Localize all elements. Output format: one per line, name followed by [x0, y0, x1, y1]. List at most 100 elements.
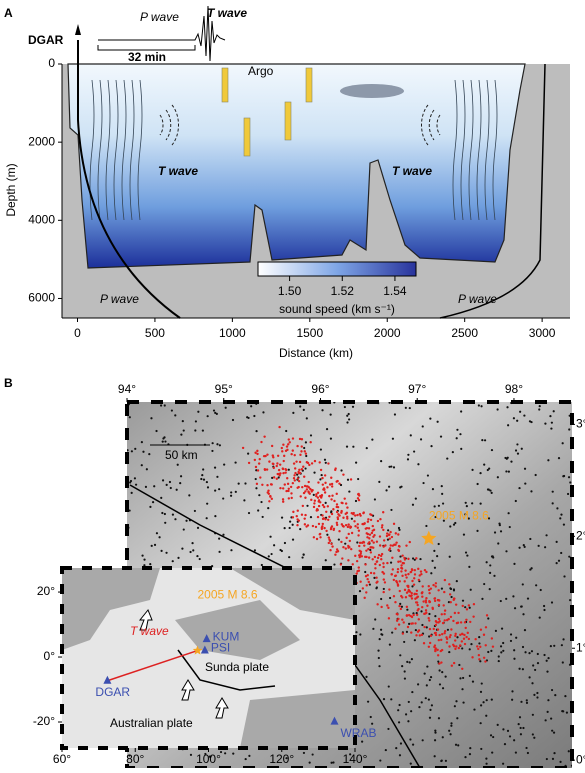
seismic-event	[260, 500, 263, 504]
seismic-event	[141, 554, 144, 557]
seismic-event	[413, 450, 416, 453]
aftershock	[334, 553, 337, 556]
aftershock	[321, 522, 325, 526]
aftershock	[367, 547, 370, 551]
seismic-event	[430, 445, 433, 448]
aftershock	[463, 633, 466, 637]
seismic-event	[378, 638, 381, 641]
aftershock	[454, 634, 457, 638]
seismic-event	[449, 525, 452, 528]
aftershock	[428, 641, 432, 645]
seismic-event	[134, 483, 138, 486]
seismic-event	[426, 474, 430, 477]
aftershock	[315, 537, 319, 541]
aftershock	[338, 514, 341, 517]
seismic-event	[464, 551, 468, 554]
inset-map: T wave Sunda plate Australian plate 2005…	[60, 566, 376, 750]
seismic-event	[485, 561, 488, 564]
aftershock	[454, 639, 457, 642]
aftershock	[394, 543, 397, 546]
seismic-event	[366, 700, 370, 703]
aftershock	[318, 461, 321, 464]
seismic-event	[455, 437, 458, 440]
aftershock	[307, 480, 310, 484]
seismic-event	[437, 504, 441, 507]
seismic-event	[160, 549, 163, 552]
aftershock	[428, 619, 431, 622]
seismic-event	[420, 701, 423, 704]
aftershock	[367, 518, 370, 521]
seismic-event	[397, 721, 401, 724]
seismic-event	[243, 499, 246, 502]
seismic-event	[433, 739, 437, 742]
seismic-event	[449, 733, 452, 736]
seismic-event	[502, 641, 505, 645]
aftershock	[321, 525, 324, 528]
seismic-event	[365, 675, 368, 678]
aftershock	[305, 461, 309, 464]
aftershock	[358, 555, 361, 559]
seismic-event	[329, 413, 332, 416]
aftershock	[293, 474, 296, 477]
aftershock	[456, 621, 460, 624]
aftershock	[386, 604, 389, 607]
seismic-event	[536, 662, 540, 665]
aftershock	[330, 476, 333, 479]
aftershock	[357, 566, 360, 569]
aftershock	[331, 545, 334, 548]
aftershock	[389, 544, 392, 547]
seismic-event	[194, 429, 197, 432]
seismic-event	[455, 580, 458, 583]
aftershock	[294, 471, 297, 475]
seismic-event	[262, 411, 265, 414]
seismic-event	[333, 563, 336, 566]
aftershock	[357, 569, 361, 572]
aftershock	[353, 520, 356, 523]
aftershock	[363, 596, 366, 600]
seismic-event	[544, 546, 547, 549]
aftershock	[424, 601, 428, 604]
time-bracket	[97, 45, 196, 51]
aftershock	[403, 556, 406, 560]
aftershock	[374, 562, 377, 566]
aftershock	[403, 588, 407, 592]
seismic-event	[359, 633, 362, 636]
aftershock	[320, 494, 324, 497]
aftershock	[378, 544, 382, 547]
seismic-event	[511, 698, 514, 701]
aftershock	[257, 462, 261, 465]
aftershock	[423, 625, 426, 629]
colorbar-tick-label: 1.52	[331, 284, 355, 298]
aftershock	[272, 462, 275, 466]
aftershock	[313, 502, 316, 505]
aftershock	[349, 526, 352, 529]
seismic-event	[181, 547, 184, 550]
aftershock	[346, 515, 349, 519]
seismic-event	[248, 754, 251, 757]
aftershock	[405, 544, 408, 547]
seismic-event	[561, 442, 564, 445]
aftershock	[281, 487, 285, 490]
aftershock	[362, 522, 365, 526]
aftershock	[436, 628, 440, 631]
aftershock	[335, 492, 338, 496]
inset-lon-tick-label: 100°	[196, 752, 221, 766]
seismic-event	[557, 559, 561, 562]
lon-tick-label: 94°	[118, 382, 136, 396]
seismic-event	[351, 405, 355, 408]
seismic-event	[320, 473, 323, 477]
seismic-event	[160, 496, 163, 499]
seismic-event	[482, 701, 485, 704]
aftershock	[382, 565, 385, 569]
seismic-event	[510, 460, 513, 463]
aftershock	[484, 626, 488, 629]
seismic-event	[214, 514, 217, 518]
seismic-event	[513, 657, 516, 660]
seismic-event	[380, 460, 383, 463]
plate-label: Sunda plate	[205, 660, 269, 674]
aftershock	[474, 638, 477, 641]
seismic-event	[387, 727, 390, 731]
seismic-event	[521, 668, 524, 671]
seismic-event	[446, 628, 450, 631]
